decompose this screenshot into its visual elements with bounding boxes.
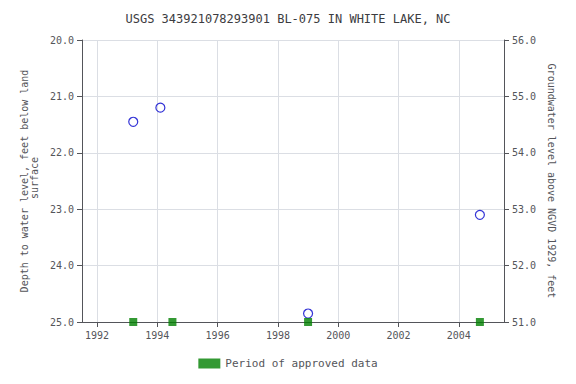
svg-text:2002: 2002 — [386, 330, 410, 341]
svg-text:Period of approved data: Period of approved data — [225, 357, 377, 370]
svg-text:53.0: 53.0 — [512, 204, 536, 215]
svg-text:USGS 343921078293901 BL-075 IN: USGS 343921078293901 BL-075 IN WHITE LAK… — [125, 12, 450, 26]
svg-text:1992: 1992 — [85, 330, 109, 341]
svg-text:54.0: 54.0 — [512, 147, 536, 158]
svg-text:1994: 1994 — [145, 330, 169, 341]
svg-text:52.0: 52.0 — [512, 260, 536, 271]
svg-text:Depth to water level, feet bel: Depth to water level, feet below land — [18, 69, 30, 293]
svg-text:Groundwater level above NGVD 1: Groundwater level above NGVD 1929, feet — [546, 64, 557, 299]
svg-text:56.0: 56.0 — [512, 35, 536, 46]
svg-text:surface: surface — [29, 157, 40, 205]
svg-text:1996: 1996 — [206, 330, 230, 341]
svg-text:24.0: 24.0 — [50, 260, 74, 271]
svg-text:2004: 2004 — [447, 330, 471, 341]
svg-text:25.0: 25.0 — [50, 317, 74, 328]
svg-text:22.0: 22.0 — [50, 147, 74, 158]
svg-text:20.0: 20.0 — [50, 35, 74, 46]
svg-text:51.0: 51.0 — [512, 317, 536, 328]
svg-text:1998: 1998 — [266, 330, 290, 341]
svg-text:55.0: 55.0 — [512, 91, 536, 102]
svg-text:21.0: 21.0 — [50, 91, 74, 102]
svg-text:2000: 2000 — [326, 330, 350, 341]
svg-text:23.0: 23.0 — [50, 204, 74, 215]
